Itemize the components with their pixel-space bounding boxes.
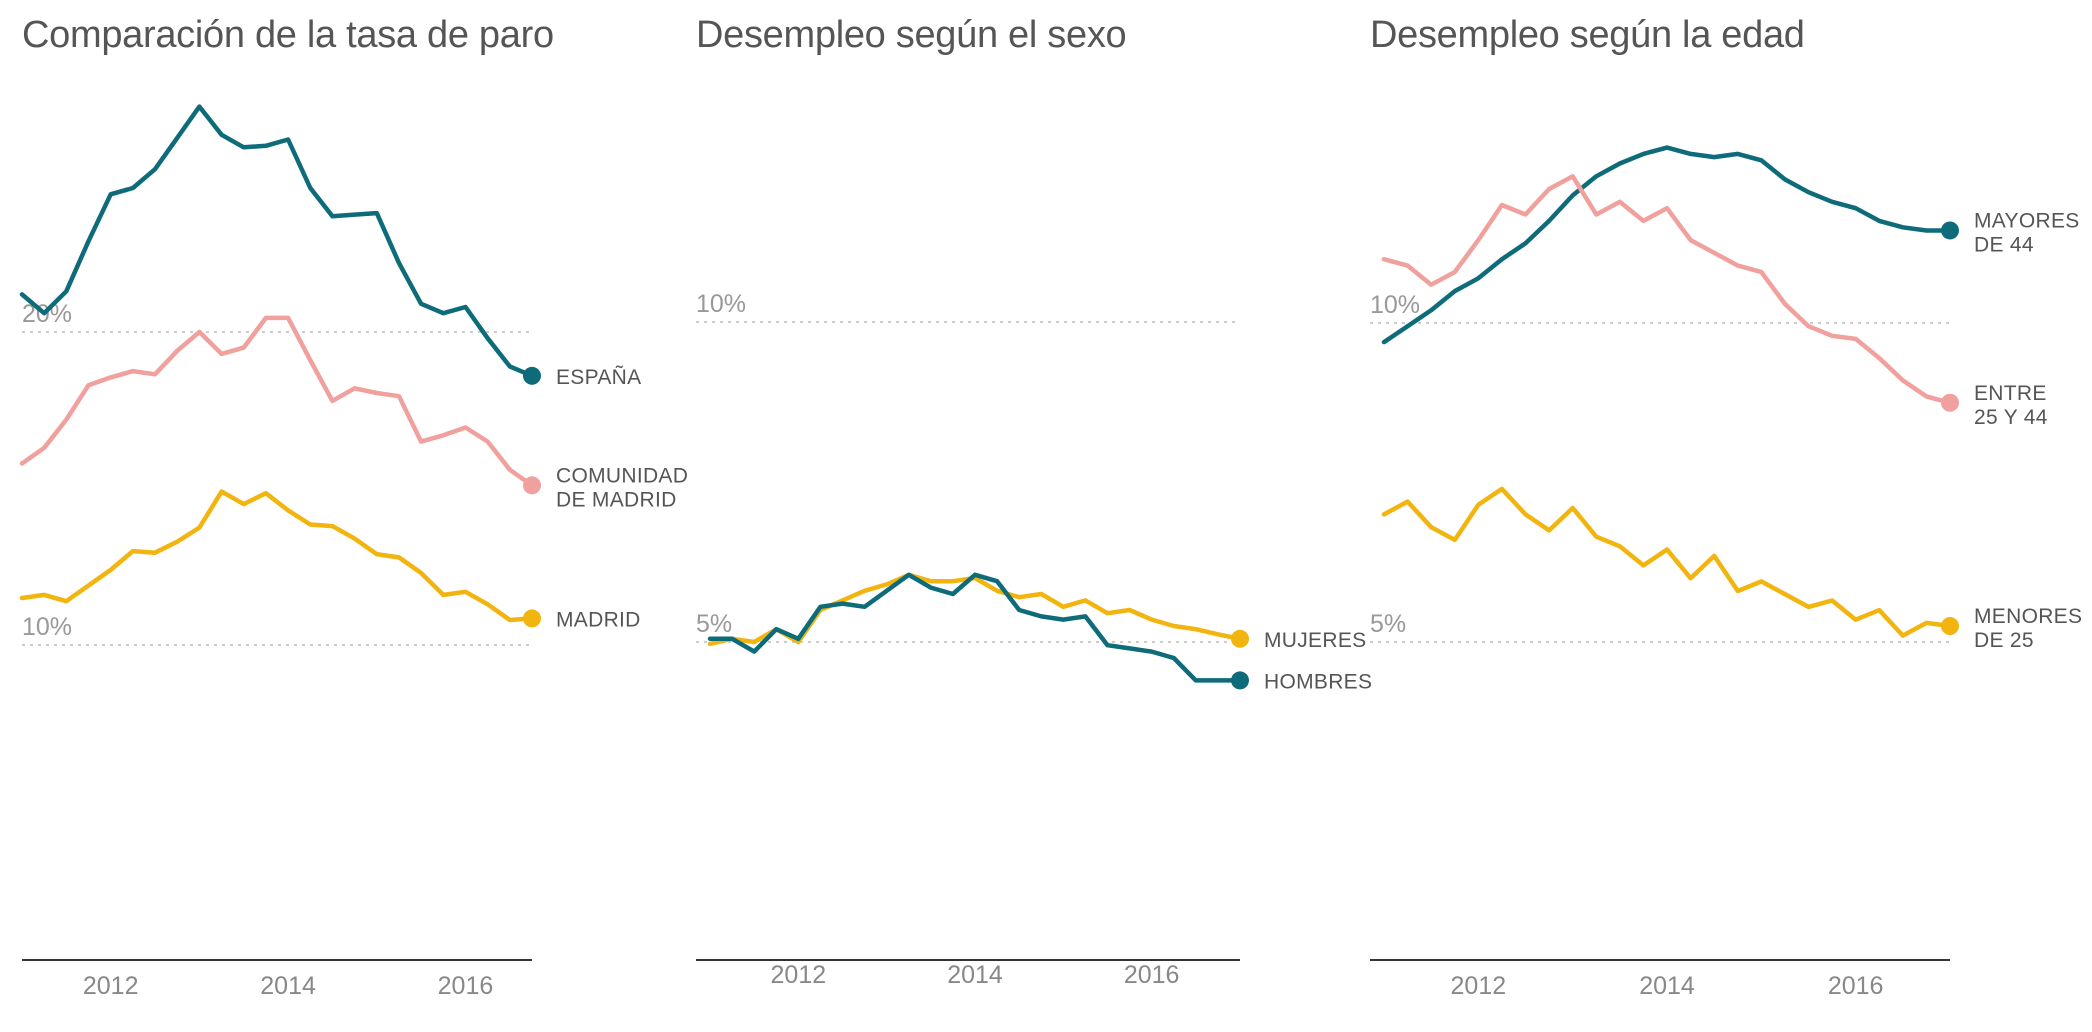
series-label-entre-25-y-44: ENTRE 25 Y 44 [1974,382,2048,429]
series-line-hombres [707,572,1243,683]
chart-panel-tasa-de-paro: Comparación de la tasa de paro 20% 10% 201… [19,0,702,1032]
series-end-dot-mayores-de-44 [1941,221,1959,240]
x-tick-label: 2016 [1124,961,1180,989]
x-tick-label: 2012 [771,961,827,989]
series-end-dot-menores-de-25 [1941,617,1959,636]
y-tick-label: 10% [22,613,72,641]
series-label-line: ENTRE [1974,382,2047,405]
series-label-line: MENORES [1974,605,2082,628]
series-label-line: ESPAÑA [556,365,641,389]
x-tick-label: 2014 [260,972,316,1000]
series-label-madrid: MADRID [556,608,641,631]
x-tick-label: 2012 [83,972,139,1000]
x-tick-label: 2012 [1451,972,1507,1000]
y-tick-label: 5% [1370,610,1406,638]
series-end-dot-hombres [1231,671,1249,690]
series-end-dot-mujeres [1231,629,1249,648]
series-label-line: HOMBRES [1264,670,1372,693]
x-tick-label: 2014 [1639,972,1695,1000]
series-end-dot-madrid [523,609,541,628]
series-label-line: MADRID [556,608,641,631]
series-label-line: 25 Y 44 [1974,406,2048,429]
series-label-espana: ESPAÑA [556,365,641,389]
y-tick-label: 5% [696,610,732,638]
series-line-espana [19,104,535,379]
line-chart-desempleo-edad: 10% 5% 2012 2014 2016 MAYORES DE 44 ENTRE 25 Y 4… [1370,145,2082,1000]
chart-panel-desempleo-edad: Desempleo según la edad 10% 5% 2012 2014 201… [1370,0,2082,1032]
series-label-line: DE 25 [1974,629,2034,652]
series-label-comunidad-de-madrid: COMUNIDAD DE MADRID [556,464,688,511]
line-chart-desempleo-sexo: 10% 5% 2012 2014 2016 MUJERES HOMBRES [696,290,1372,989]
chart-title: Desempleo según el sexo [696,14,1127,56]
line-chart-tasa-de-paro: 20% 10% 2012 2014 2016 ESPAÑA COMUNIDAD DE MADR… [19,104,688,1000]
y-tick-label: 10% [696,290,746,318]
chart-title: Desempleo según la edad [1370,14,1805,56]
x-tick-label: 2016 [1828,972,1884,1000]
series-end-dot-espana [523,366,541,385]
series-line-mujeres [707,572,1243,647]
series-label-mujeres: MUJERES [1264,629,1366,652]
series-line-comunidad-de-madrid [19,315,535,488]
series-label-line: DE MADRID [556,488,677,511]
series-label-line: COMUNIDAD [556,464,688,487]
series-label-hombres: HOMBRES [1264,670,1372,693]
series-label-line: DE 44 [1974,233,2034,256]
series-line-mayores-de-44 [1381,145,1953,345]
series-label-line: MUJERES [1264,629,1366,652]
series-label-menores-de-25: MENORES DE 25 [1974,605,2082,652]
series-label-line: MAYORES [1974,209,2080,232]
series-end-dot-entre-25-y-44 [1941,393,1959,412]
y-tick-label: 20% [22,300,72,328]
x-tick-label: 2014 [947,961,1003,989]
series-end-dot-comunidad-de-madrid [523,476,541,495]
chart-panel-desempleo-sexo: Desempleo según el sexo 10% 5% 2012 2014 201… [696,0,1376,1032]
chart-title: Comparación de la tasa de paro [22,14,554,56]
x-tick-label: 2016 [438,972,494,1000]
series-line-menores-de-25 [1381,486,1953,638]
y-tick-label: 10% [1370,291,1420,319]
series-line-entre-25-y-44 [1381,174,1953,406]
series-line-madrid [19,489,535,623]
series-label-mayores-de-44: MAYORES DE 44 [1974,209,2080,256]
